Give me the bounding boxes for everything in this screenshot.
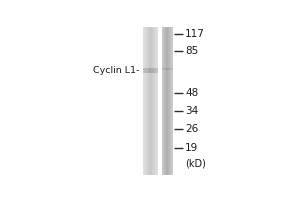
Bar (155, 27, 156, 175)
Bar (168, 27, 169, 175)
Bar (152, 27, 153, 175)
Bar (166, 68, 167, 70)
Bar (157, 68, 158, 73)
Bar (154, 27, 155, 175)
Bar (171, 68, 172, 70)
Bar (146, 68, 147, 73)
Bar (168, 68, 169, 70)
Bar (147, 27, 148, 175)
Text: 26: 26 (185, 124, 198, 134)
Bar (165, 27, 166, 175)
Bar (151, 68, 152, 73)
Bar (145, 27, 146, 175)
Bar (163, 27, 164, 175)
Bar (167, 68, 168, 70)
Bar (164, 27, 165, 175)
Bar (162, 68, 163, 70)
Bar (163, 27, 164, 175)
Text: 85: 85 (185, 46, 198, 56)
Bar (145, 68, 146, 73)
Bar (169, 27, 170, 175)
Bar (162, 68, 163, 70)
Bar (153, 68, 154, 73)
Bar (148, 68, 149, 73)
Bar (153, 27, 154, 175)
Bar (144, 68, 145, 73)
Text: (kD): (kD) (185, 158, 206, 168)
Bar (151, 68, 152, 73)
Bar (143, 27, 144, 175)
Bar (166, 27, 167, 175)
Bar (149, 68, 150, 73)
Bar (164, 68, 165, 70)
Bar (157, 27, 158, 175)
Bar (164, 27, 165, 175)
Bar (157, 27, 158, 175)
Bar (167, 27, 168, 175)
Bar (170, 68, 171, 70)
Bar (150, 27, 151, 175)
Bar (149, 27, 150, 175)
Bar (156, 27, 157, 175)
Text: 117: 117 (185, 29, 205, 39)
Bar (156, 68, 157, 73)
Bar (166, 27, 167, 175)
Bar (169, 68, 170, 70)
Text: 34: 34 (185, 106, 198, 116)
Bar (171, 27, 172, 175)
Bar (144, 27, 145, 175)
Bar (168, 27, 169, 175)
Bar (144, 27, 145, 175)
Bar (169, 68, 170, 70)
Bar (150, 68, 151, 73)
Bar (162, 27, 163, 175)
Text: 48: 48 (185, 88, 198, 98)
Bar (165, 68, 166, 70)
Bar (149, 68, 150, 73)
Bar (166, 68, 167, 70)
Bar (165, 68, 166, 70)
Bar (162, 27, 163, 175)
Bar (147, 68, 148, 73)
Bar (155, 68, 156, 73)
Bar (155, 68, 156, 73)
Bar (155, 27, 156, 175)
Bar (154, 68, 155, 73)
Bar (153, 68, 154, 73)
Bar (163, 68, 164, 70)
Bar (149, 27, 150, 175)
Bar (171, 68, 172, 70)
Bar (156, 68, 157, 73)
Bar (153, 27, 154, 175)
Bar (148, 27, 149, 175)
Bar (146, 27, 147, 175)
Bar (151, 27, 152, 175)
Text: Cyclin L1-: Cyclin L1- (93, 66, 140, 75)
Bar (143, 68, 144, 73)
Bar (163, 68, 164, 70)
Bar (171, 27, 172, 175)
Bar (170, 68, 171, 70)
Bar (147, 27, 148, 175)
Bar (170, 27, 171, 175)
Bar (164, 68, 165, 70)
Bar (147, 68, 148, 73)
Bar (168, 68, 169, 70)
Bar (154, 68, 155, 73)
Text: 19: 19 (185, 143, 198, 153)
Bar (154, 27, 155, 175)
Bar (152, 68, 153, 73)
Bar (156, 27, 157, 175)
Bar (170, 27, 171, 175)
Bar (146, 68, 147, 73)
Bar (169, 27, 170, 175)
Bar (165, 27, 166, 175)
Bar (144, 68, 145, 73)
Bar (151, 27, 152, 175)
Bar (157, 68, 158, 73)
Bar (146, 27, 147, 175)
Bar (167, 68, 168, 70)
Bar (167, 27, 168, 175)
